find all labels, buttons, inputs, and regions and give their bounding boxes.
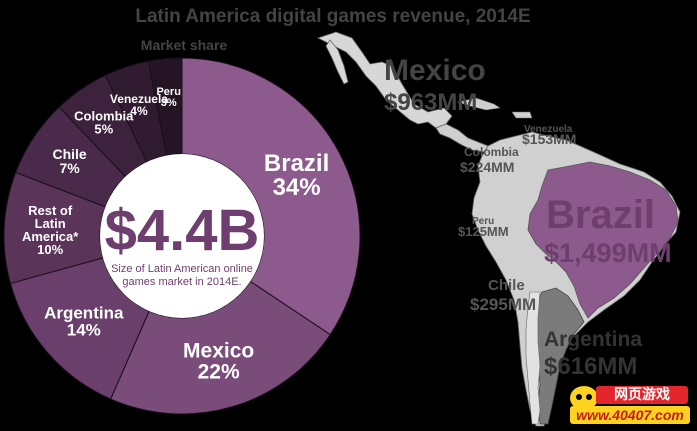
map-label-colombia-name: Colombia	[464, 145, 519, 159]
donut-label-rest-of-latin-america: Rest of Latin America* 10%	[22, 203, 79, 257]
donut-label-chile: Chile 7%	[52, 146, 86, 176]
donut-chart	[3, 57, 361, 415]
watermark-top: 网页游戏	[596, 386, 688, 404]
map-label-argentina-value: $616MM	[544, 353, 637, 380]
map-label-mexico-name: Mexico	[384, 54, 486, 87]
donut-center-caption-1: Size of Latin American online	[111, 263, 253, 275]
donut-label-mexico: Mexico 22%	[183, 340, 254, 384]
map-label-chile-name: Chile	[488, 277, 525, 294]
map-label-venezuela-name: Venezuela	[524, 124, 573, 135]
watermark-url: www.40407.com	[570, 406, 690, 424]
map-label-brazil-value: $1,499MM	[544, 238, 672, 268]
donut-labels: Brazil 34% Mexico 22% Argentina 14% Rest of Lat…	[22, 86, 329, 384]
watermark-logo: 网页游戏 www.40407.com	[566, 384, 692, 426]
map-labels: Mexico $963MM Venezuela $153MM Colombia …	[384, 54, 672, 380]
map-label-brazil-name: Brazil	[546, 193, 655, 237]
donut-center-caption-2: games market in 2014E.	[122, 276, 241, 288]
donut-label-venezuela: Venezuela 4%	[110, 92, 168, 118]
map-caribbean	[456, 97, 533, 119]
map-brazil	[527, 161, 679, 319]
chart-title: Latin America digital games revenue, 201…	[135, 6, 530, 27]
donut-center	[100, 154, 264, 318]
donut-label-peru: Peru 3%	[156, 86, 180, 109]
donut-center-value: $4.4B	[105, 198, 260, 263]
donut-label-brazil: Brazil 34%	[264, 150, 329, 201]
map-label-mexico-value: $963MM	[384, 89, 477, 116]
map-label-colombia-value: $224MM	[460, 159, 514, 175]
latin-america-map	[316, 31, 681, 427]
donut-label-colombia: Colombia 5%	[74, 108, 134, 136]
map-label-peru-name: Peru	[472, 216, 494, 227]
map-baja	[325, 39, 349, 85]
map-label-peru-value: $125MM	[458, 224, 509, 239]
donut-label-argentina: Argentina 14%	[44, 304, 124, 340]
map-label-chile-value: $295MM	[470, 295, 536, 314]
map-label-venezuela-value: $153MM	[522, 131, 576, 147]
map-label-argentina-name: Argentina	[544, 328, 642, 351]
map-chile	[525, 291, 541, 425]
donut-subtitle: Market share	[141, 37, 228, 53]
